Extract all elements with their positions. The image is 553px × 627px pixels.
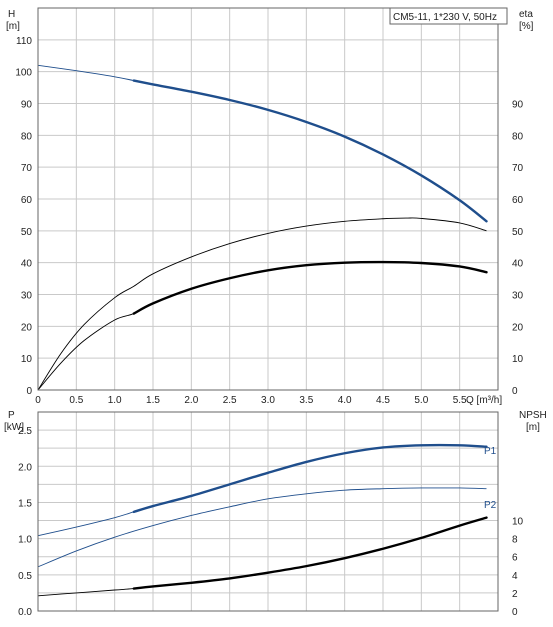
bottom-right-axis-unit: [m]	[526, 422, 540, 433]
y-left-tick-label: 60	[21, 195, 33, 206]
x-tick-label: 4.5	[376, 395, 390, 406]
bottom-left-axis-unit: [kW]	[4, 422, 24, 433]
y-right-tick-label: 4	[512, 571, 518, 582]
y-right-tick-label: 60	[512, 195, 524, 206]
y-right-tick-label: 40	[512, 259, 524, 270]
y-left-tick-label: 0	[26, 386, 32, 397]
bottom-series-0-line	[37, 444, 487, 537]
bottom-panel-frame	[37, 411, 499, 612]
y-left-tick-label: 20	[21, 322, 33, 333]
bottom-series-0-operating-range	[132, 443, 488, 514]
x-tick-label: 5.5	[453, 395, 467, 406]
top-left-axis-name: H	[8, 9, 15, 20]
top-panel-grid	[38, 8, 498, 390]
y-right-tick-label: 6	[512, 553, 518, 564]
y-right-tick-label: 50	[512, 227, 524, 238]
y-left-tick-label: 70	[21, 163, 33, 174]
y-left-tick-label: 40	[21, 259, 33, 270]
x-tick-label: 0.5	[69, 395, 83, 406]
y-left-tick-label: 1.5	[18, 498, 32, 509]
y-right-tick-label: 80	[512, 131, 524, 142]
x-tick-label: 3.5	[299, 395, 313, 406]
bottom-left-axis-name: P	[8, 410, 15, 421]
x-tick-label: 2.5	[223, 395, 237, 406]
top-panel-frame	[37, 7, 499, 391]
chart-title: CM5-11, 1*230 V, 50Hz	[393, 12, 497, 23]
series-label-p2: P2	[484, 500, 497, 511]
top-right-axis-unit: [%]	[519, 21, 534, 32]
y-left-tick-label: 1.0	[18, 535, 32, 546]
y-left-tick-label: 80	[21, 131, 33, 142]
chart-title-box	[389, 7, 508, 25]
y-left-tick-label: 0.0	[18, 607, 32, 618]
bottom-series-2-operating-range	[132, 516, 488, 590]
y-left-tick-label: 2.5	[18, 426, 32, 437]
x-tick-label: 5.0	[414, 395, 428, 406]
y-right-tick-label: 10	[512, 354, 524, 365]
y-right-tick-label: 2	[512, 589, 518, 600]
y-left-tick-label: 100	[15, 68, 32, 79]
x-tick-label: 4.0	[338, 395, 352, 406]
y-left-tick-label: 10	[21, 354, 33, 365]
x-tick-label: 1.5	[146, 395, 160, 406]
y-right-tick-label: 8	[512, 535, 518, 546]
bottom-right-axis-name: NPSH	[519, 410, 547, 421]
y-left-tick-label: 0.5	[18, 571, 32, 582]
y-left-tick-label: 2.0	[18, 462, 32, 473]
x-tick-label: 1.0	[108, 395, 122, 406]
y-right-tick-label: 0	[512, 607, 518, 618]
x-tick-label: 0	[35, 395, 41, 406]
y-left-tick-label: 50	[21, 227, 33, 238]
y-left-tick-label: 110	[16, 36, 32, 47]
top-series-2-operating-range	[132, 260, 488, 315]
top-series-0-operating-range	[132, 79, 488, 223]
y-right-tick-label: 10	[512, 517, 524, 528]
x-tick-label: 2.0	[184, 395, 198, 406]
y-left-tick-label: 90	[21, 100, 33, 111]
bottom-panel-grid	[38, 412, 498, 611]
x-axis-label: Q [m³/h]	[466, 395, 502, 406]
top-series-1-line	[37, 217, 487, 391]
x-tick-label: 3.0	[261, 395, 275, 406]
series-label-p1: P1	[484, 446, 497, 457]
top-right-axis-name: eta	[519, 9, 533, 20]
tick-labels: 0 0.5 1.0 1.5 2.0 2.5 3.0 3.5 4.0 4.5 5.0 5.5010203…	[15, 36, 523, 618]
y-left-tick-label: 30	[21, 291, 33, 302]
y-right-tick-label: 70	[512, 163, 524, 174]
y-right-tick-label: 0	[512, 386, 518, 397]
top-series-0-line	[37, 64, 487, 222]
y-right-tick-label: 20	[512, 322, 524, 333]
series-layer	[37, 64, 488, 597]
bottom-series-1-line	[37, 487, 487, 568]
y-right-tick-label: 30	[512, 291, 524, 302]
y-right-tick-label: 90	[512, 100, 524, 111]
top-left-axis-unit: [m]	[6, 21, 20, 32]
